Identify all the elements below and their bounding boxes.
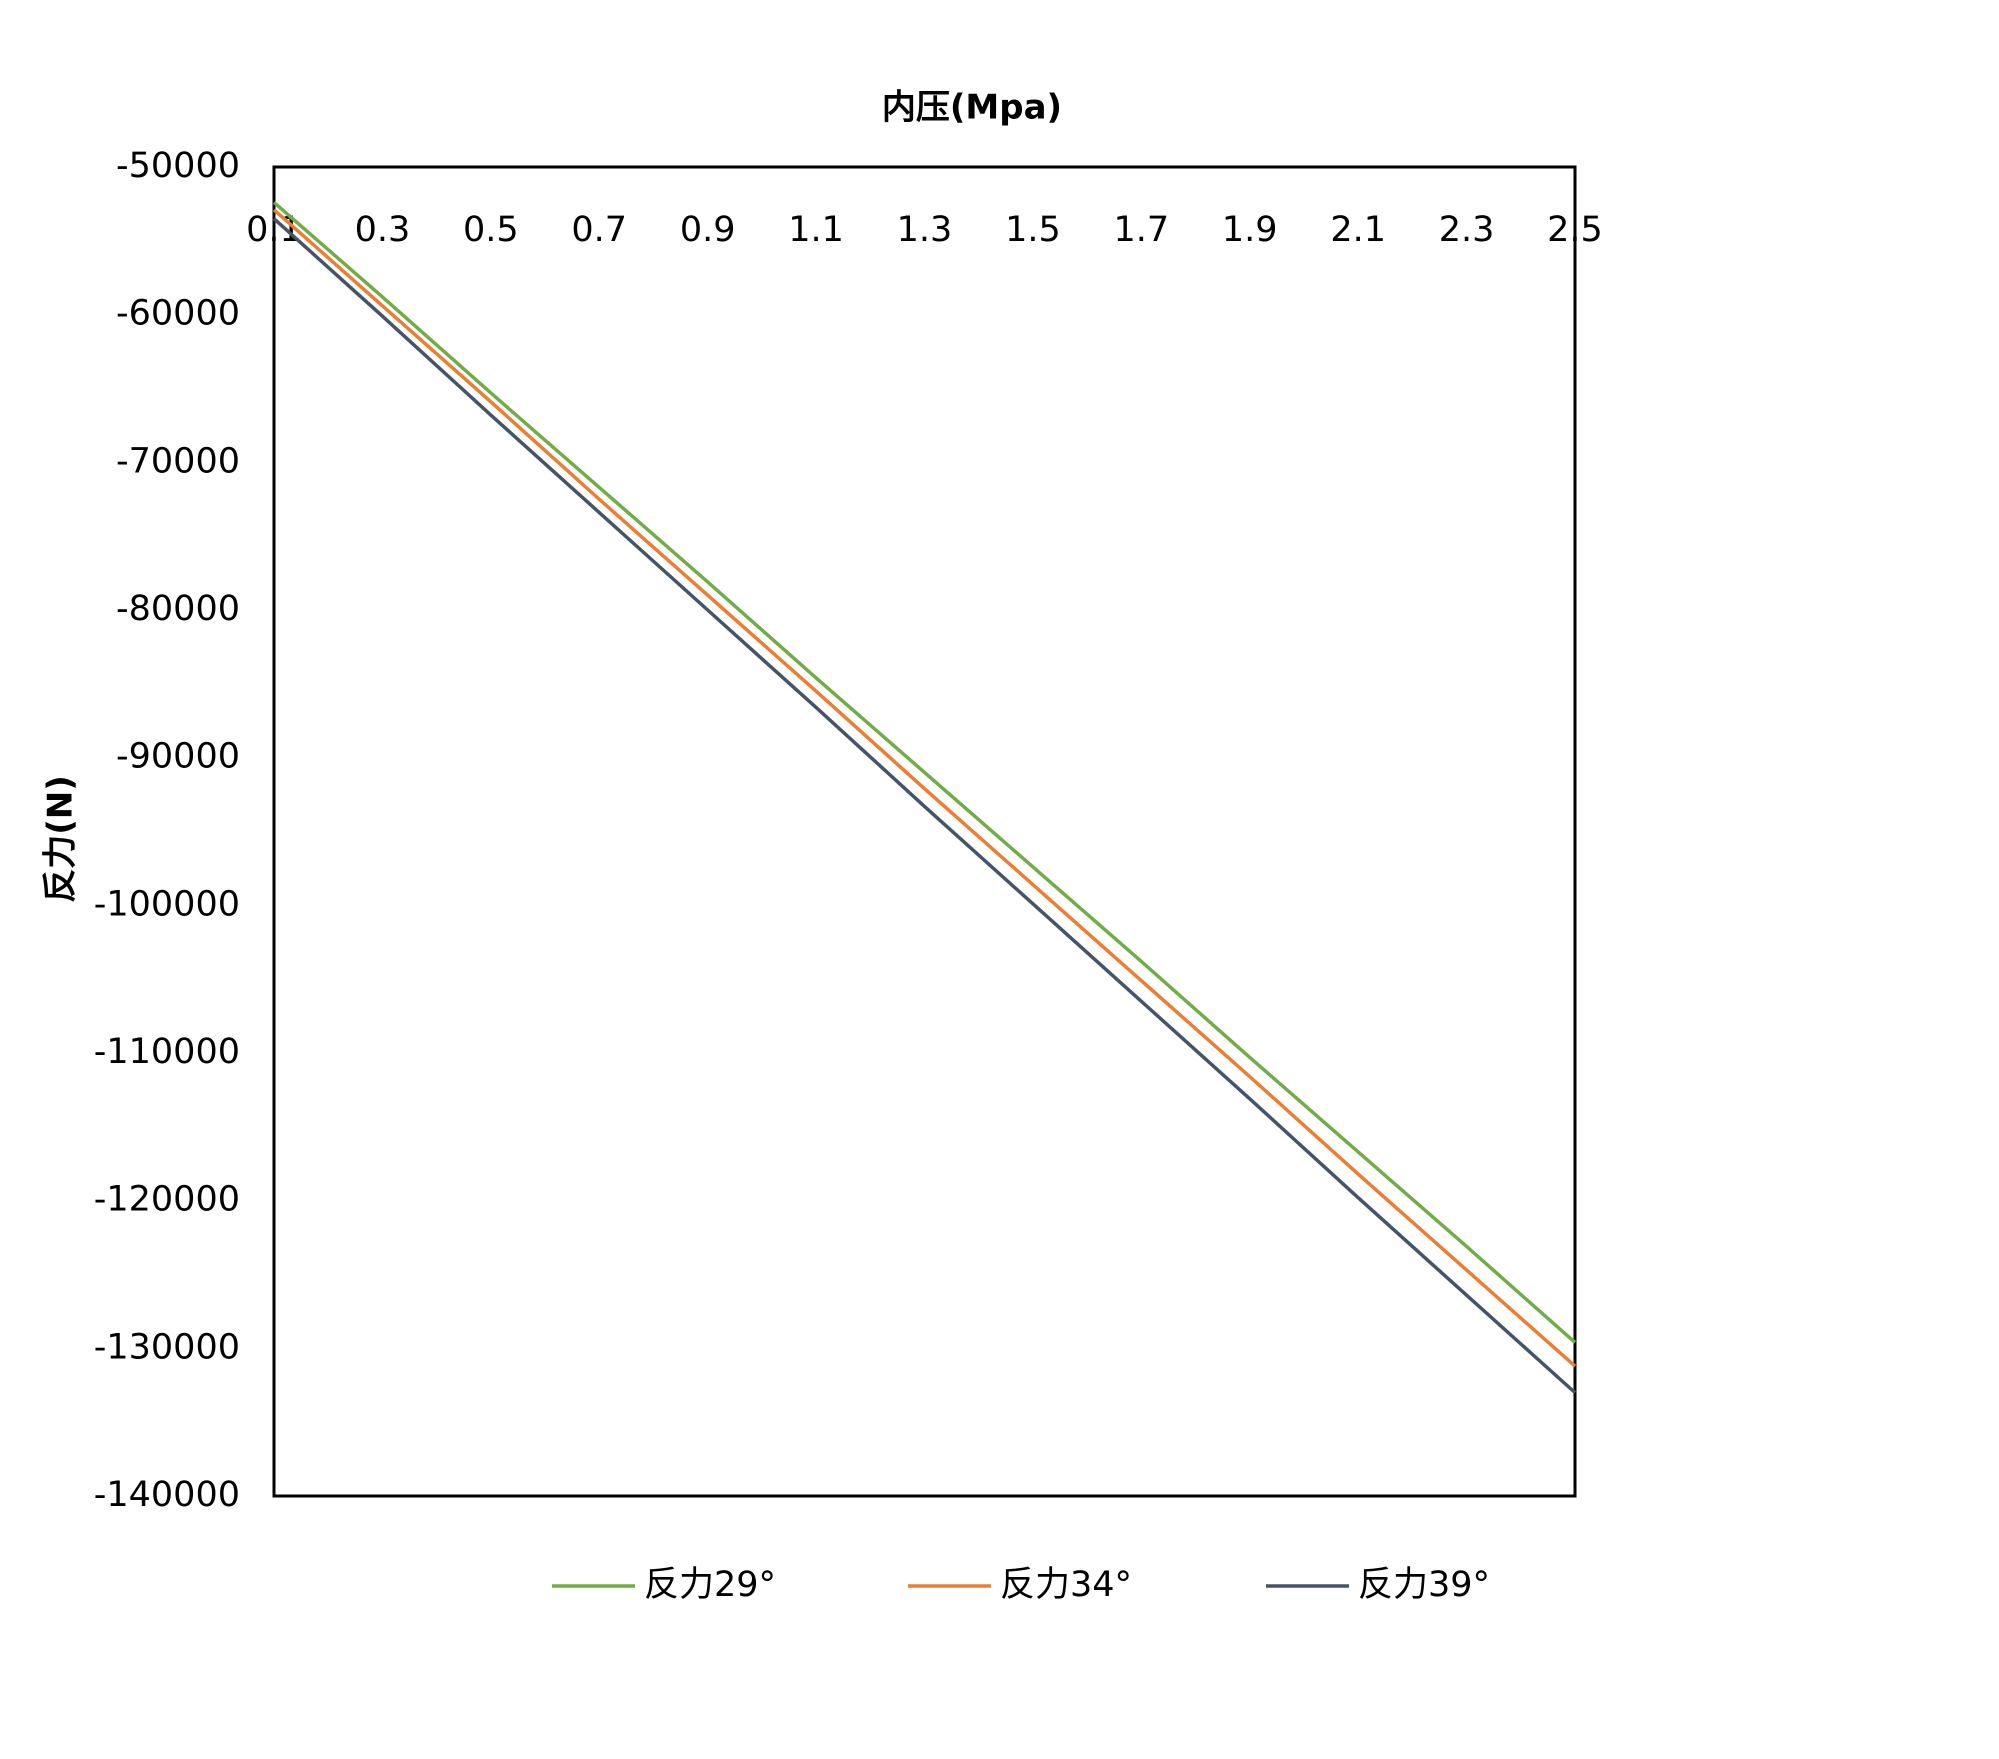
y-tick-label: -120000: [94, 1180, 240, 1220]
y-tick-label: -110000: [94, 1032, 240, 1072]
y-tick-label: -60000: [116, 294, 240, 334]
x-tick-label: 0.1: [246, 210, 302, 250]
x-tick-label: 0.9: [680, 210, 736, 250]
plot-frame: [272, 165, 1577, 1498]
x-tick-label: 1.3: [897, 210, 953, 250]
x-tick-label: 1.9: [1222, 210, 1278, 250]
x-tick-label: 0.3: [355, 210, 411, 250]
series-line: [272, 208, 1577, 1368]
series-line: [272, 217, 1577, 1394]
y-tick-label: -80000: [116, 589, 240, 629]
y-tick-label: -90000: [116, 737, 240, 777]
legend-label: 反力29°: [644, 1565, 776, 1605]
y-tick-label: -50000: [116, 146, 240, 186]
x-tick-label: 2.5: [1547, 210, 1603, 250]
series-line: [272, 201, 1577, 1344]
y-tick-label: -140000: [94, 1475, 240, 1515]
x-tick-label: 0.5: [463, 210, 519, 250]
x-tick-label: 0.7: [571, 210, 627, 250]
x-tick-label: 2.1: [1330, 210, 1386, 250]
legend-label: 反力39°: [1358, 1565, 1490, 1605]
y-tick-label: -70000: [116, 441, 240, 481]
x-axis-title: 内压(Mpa): [882, 88, 1062, 128]
y-axis-title: 反力(N): [41, 775, 81, 903]
y-tick-label: -130000: [94, 1327, 240, 1367]
x-tick-label: 1.5: [1005, 210, 1061, 250]
legend-label: 反力34°: [1000, 1565, 1132, 1605]
x-tick-label: 2.3: [1439, 210, 1495, 250]
x-tick-label: 1.1: [788, 210, 844, 250]
x-tick-label: 1.7: [1113, 210, 1169, 250]
y-tick-label: -100000: [94, 884, 240, 924]
